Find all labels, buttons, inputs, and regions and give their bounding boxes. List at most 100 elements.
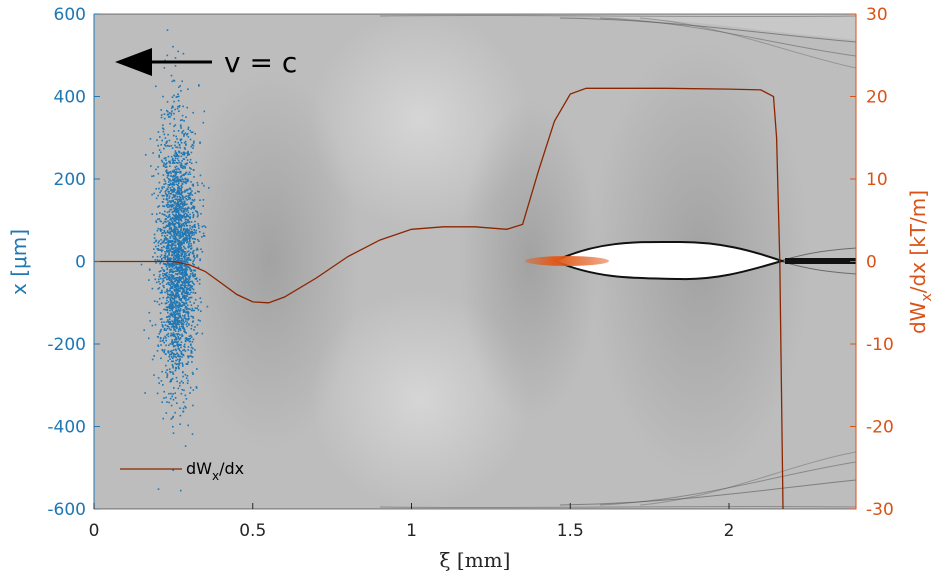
scatter-point <box>174 108 176 111</box>
scatter-point <box>179 316 182 318</box>
scatter-point <box>191 341 194 343</box>
scatter-point <box>181 261 184 264</box>
scatter-point <box>181 266 183 269</box>
scatter-point <box>174 257 176 259</box>
scatter-point <box>187 315 190 318</box>
scatter-point <box>185 236 187 239</box>
scatter-point <box>165 182 167 185</box>
scatter-point <box>178 195 181 198</box>
scatter-point <box>163 205 165 208</box>
scatter-point <box>170 378 173 381</box>
scatter-point <box>171 244 173 246</box>
scatter-point <box>177 259 179 261</box>
scatter-point <box>168 281 170 284</box>
scatter-point <box>176 247 178 249</box>
scatter-point <box>174 195 176 197</box>
scatter-point <box>176 189 179 192</box>
scatter-point <box>182 249 185 251</box>
scatter-point <box>177 230 179 232</box>
scatter-point <box>179 262 181 265</box>
scatter-point <box>169 322 171 324</box>
scatter-point <box>169 380 171 383</box>
scatter-point <box>194 238 197 240</box>
scatter-point <box>178 241 180 244</box>
scatter-point <box>160 270 162 272</box>
scatter-point <box>181 293 184 296</box>
scatter-point <box>199 320 201 322</box>
scatter-point <box>160 321 163 324</box>
scatter-point <box>168 160 170 163</box>
scatter-point <box>199 199 201 201</box>
scatter-point <box>162 275 164 277</box>
scatter-point <box>175 135 177 138</box>
scatter-point <box>170 246 173 249</box>
scatter-point <box>170 306 173 308</box>
scatter-point <box>174 209 176 211</box>
scatter-point <box>181 201 183 203</box>
scatter-point <box>159 318 162 321</box>
scatter-point <box>181 223 183 225</box>
scatter-point <box>177 323 179 325</box>
scatter-point <box>169 257 171 260</box>
scatter-point <box>174 322 176 325</box>
scatter-point <box>163 229 166 232</box>
scatter-point <box>177 189 180 192</box>
scatter-point <box>186 288 189 291</box>
scatter-point <box>180 229 182 231</box>
scatter-point <box>185 273 187 276</box>
scatter-point <box>196 215 199 218</box>
scatter-point <box>173 112 175 115</box>
scatter-point <box>166 172 168 174</box>
scatter-point <box>162 201 164 203</box>
scatter-point <box>186 325 188 328</box>
scatter-point <box>162 278 164 280</box>
scatter-point <box>178 209 180 212</box>
scatter-point <box>193 207 196 209</box>
scatter-point <box>167 155 170 158</box>
scatter-point <box>151 175 153 178</box>
scatter-point <box>163 194 165 197</box>
scatter-point <box>169 343 172 345</box>
scatter-point <box>174 172 176 175</box>
scatter-point <box>185 222 188 224</box>
scatter-point <box>182 289 185 291</box>
scatter-point <box>176 195 178 198</box>
scatter-point <box>170 380 172 382</box>
scatter-point <box>179 85 181 87</box>
scatter-point <box>169 313 171 315</box>
scatter-point <box>174 294 176 297</box>
scatter-point <box>171 296 173 299</box>
scatter-point <box>172 45 174 48</box>
scatter-point <box>171 159 174 161</box>
scatter-point <box>193 259 195 261</box>
scatter-point <box>143 329 145 331</box>
scatter-point <box>174 306 176 308</box>
scatter-point <box>175 313 178 315</box>
scatter-point <box>183 302 186 304</box>
scatter-point <box>173 196 175 198</box>
scatter-point <box>163 231 166 233</box>
scatter-point <box>179 204 181 206</box>
scatter-point <box>172 341 174 343</box>
scatter-point <box>157 166 159 168</box>
scatter-point <box>170 262 173 265</box>
scatter-point <box>197 266 200 269</box>
scatter-point <box>163 117 166 120</box>
scatter-point <box>171 266 174 268</box>
scatter-point <box>194 192 197 194</box>
scatter-point <box>181 224 184 227</box>
scatter-point <box>163 183 165 185</box>
scatter-point <box>173 118 176 120</box>
scatter-point <box>180 164 183 167</box>
scatter-point <box>168 192 170 195</box>
scatter-point <box>183 264 185 267</box>
scatter-point <box>167 360 169 362</box>
scatter-point <box>172 262 175 264</box>
scatter-point <box>188 216 191 218</box>
scatter-point <box>174 181 176 183</box>
scatter-point <box>167 247 169 250</box>
scatter-point <box>173 267 175 270</box>
scatter-point <box>180 180 183 183</box>
scatter-point <box>184 177 186 180</box>
scatter-point <box>175 296 177 299</box>
